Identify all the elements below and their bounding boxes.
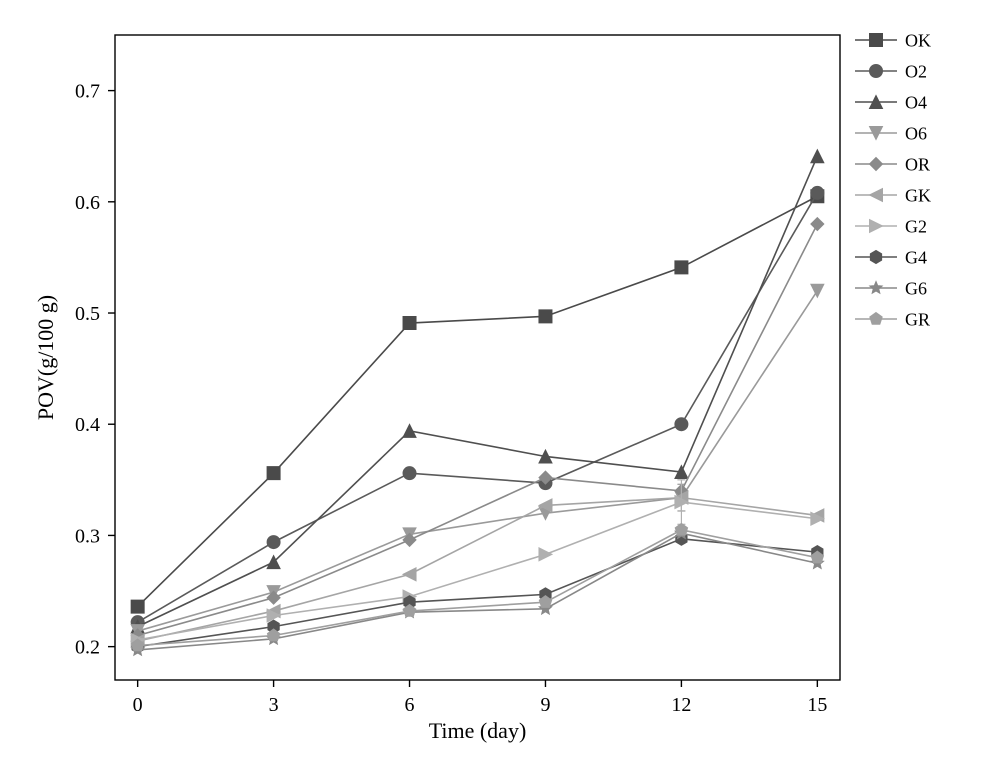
svg-text:0: 0 xyxy=(133,694,143,716)
svg-text:6: 6 xyxy=(405,694,415,716)
chart-container: 0 3 6 9 12 15 0.2 0.3 0.4 0.5 0.6 0.7 Time (day) POV(… xyxy=(0,0,1000,779)
svg-text:0.3: 0.3 xyxy=(75,525,100,547)
svg-text:9: 9 xyxy=(540,694,550,716)
svg-text:0.7: 0.7 xyxy=(75,81,100,103)
legend-label-O4: O4 xyxy=(905,92,927,112)
legend-label-OK: OK xyxy=(905,30,931,50)
legend-label-O2: O2 xyxy=(905,61,927,81)
x-axis-label: Time (day) xyxy=(429,718,527,743)
svg-text:0.5: 0.5 xyxy=(75,303,100,325)
legend-label-OR: OR xyxy=(905,154,930,174)
legend-label-G6: G6 xyxy=(905,278,927,298)
y-axis-label: POV(g/100 g) xyxy=(33,295,58,420)
legend-label-GR: GR xyxy=(905,309,930,329)
svg-text:12: 12 xyxy=(671,694,691,716)
svg-text:0.4: 0.4 xyxy=(75,414,100,436)
svg-text:15: 15 xyxy=(807,694,827,716)
legend-label-G4: G4 xyxy=(905,247,927,267)
line-chart: 0 3 6 9 12 15 0.2 0.3 0.4 0.5 0.6 0.7 Time (day) POV(… xyxy=(0,0,1000,779)
svg-text:0.6: 0.6 xyxy=(75,192,100,214)
legend-label-G2: G2 xyxy=(905,216,927,236)
svg-text:0.2: 0.2 xyxy=(75,637,100,659)
svg-text:3: 3 xyxy=(269,694,279,716)
legend-label-O6: O6 xyxy=(905,123,927,143)
legend-label-GK: GK xyxy=(905,185,931,205)
